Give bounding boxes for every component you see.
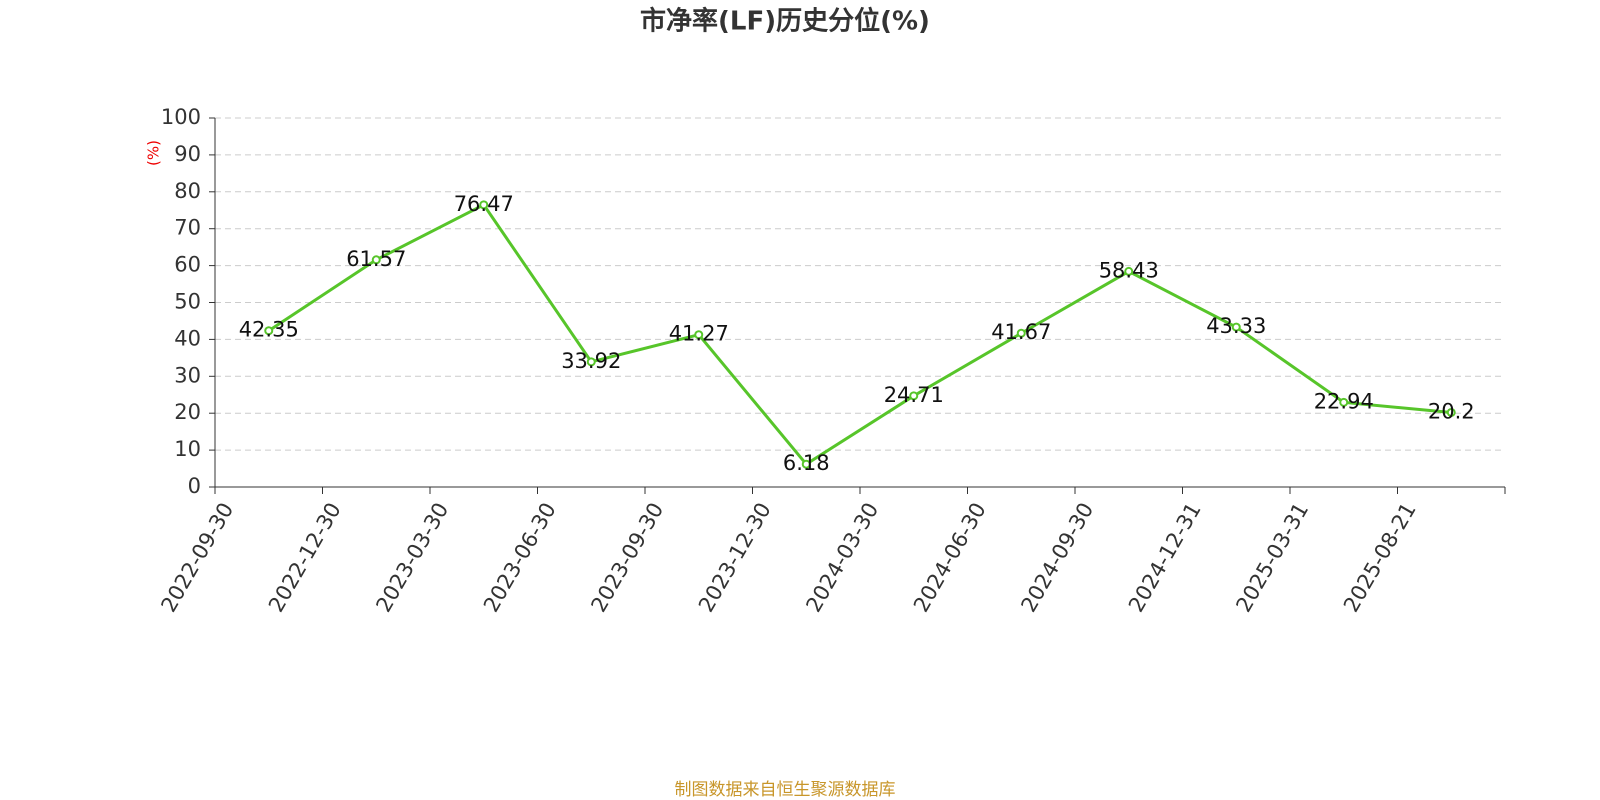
y-tick-label: 30: [174, 363, 201, 387]
point: [586, 357, 596, 367]
data-label: 24.71: [884, 383, 944, 407]
data-label: 43.33: [1206, 314, 1266, 338]
x-tick-label: 2024-09-30: [1016, 499, 1098, 617]
y-tick-label: 40: [174, 326, 201, 350]
x-tick-label: 2022-09-30: [156, 499, 238, 617]
data-label: 41.27: [669, 322, 729, 346]
x-tick-label: 2025-08-21: [1339, 499, 1421, 617]
point: [371, 255, 381, 265]
x-tick-label: 2025-03-31: [1231, 499, 1313, 617]
point: [1124, 266, 1134, 276]
chart-title: 市净率(LF)历史分位(%): [640, 6, 930, 37]
point: [694, 330, 704, 340]
x-tick-label: 2023-09-30: [586, 499, 668, 617]
y-tick-label: 0: [188, 474, 201, 498]
point: [264, 326, 274, 336]
point: [1231, 322, 1241, 332]
line: [267, 202, 1452, 467]
point: [1446, 407, 1456, 417]
point: [801, 459, 811, 469]
point: [479, 200, 489, 210]
x-tick-label: 2023-06-30: [479, 499, 561, 617]
y-tick-label: 70: [174, 216, 201, 240]
y-tick-label: 90: [174, 142, 201, 166]
x-tick-label: 2022-12-30: [264, 499, 346, 617]
point: [1339, 397, 1349, 407]
x-tick-label: 2024-06-30: [909, 499, 991, 617]
y-tick-label: 80: [174, 179, 201, 203]
data-label: 42.35: [239, 318, 299, 342]
data-label: 76.47: [454, 192, 514, 216]
y-tick-label: 20: [174, 400, 201, 424]
y-axis-label: (%): [145, 140, 163, 166]
data-label: 6.18: [783, 451, 830, 475]
source-note: 制图数据来自恒生聚源数据库: [675, 780, 896, 800]
y-tick-label: 100: [161, 105, 201, 129]
data-label: 41.67: [991, 320, 1051, 344]
data-label: 61.57: [346, 247, 406, 271]
x-tick-label: 2024-03-30: [801, 499, 883, 617]
data-label: 58.43: [1099, 258, 1159, 282]
data-label: 22.94: [1314, 389, 1374, 413]
data-label: 33.92: [561, 349, 621, 373]
point: [1016, 328, 1026, 338]
x-tick-label: 2024-12-31: [1124, 499, 1206, 617]
data-label: 20.2: [1428, 399, 1475, 423]
y-tick-label: 60: [174, 253, 201, 277]
x-tick-label: 2023-03-30: [371, 499, 453, 617]
y-tick-label: 50: [174, 290, 201, 314]
y-tick-label: 10: [174, 437, 201, 461]
x-tick-label: 2023-12-30: [694, 499, 776, 617]
point: [909, 391, 919, 401]
